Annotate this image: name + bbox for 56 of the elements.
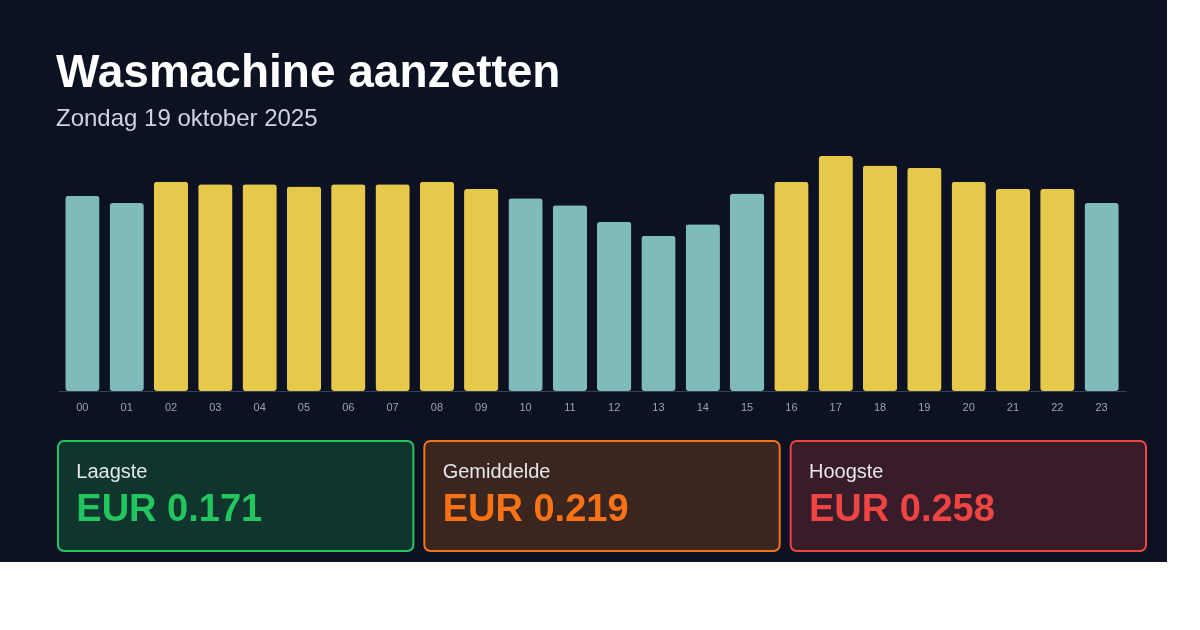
x-tick-label: 06	[342, 400, 355, 413]
text: EUR 0.258	[808, 487, 995, 530]
x-tick-label: 12	[608, 400, 621, 413]
x-tick-label: 08	[430, 400, 444, 413]
bar	[153, 181, 189, 391]
bar	[951, 181, 986, 391]
text: EUR 0.219	[442, 487, 629, 530]
x-tick-label: 23	[1095, 400, 1108, 413]
x-tick-label: 13	[652, 400, 665, 413]
bar	[331, 184, 366, 391]
x-tick-label: 10	[519, 400, 532, 413]
x-tick-label: 16	[785, 400, 798, 413]
x-tick-label: 21	[1006, 400, 1020, 413]
bar	[1084, 203, 1119, 391]
bar	[862, 165, 898, 391]
x-tick-label: 00	[76, 400, 89, 413]
text: EUR 0.171	[76, 487, 263, 530]
x-tick-label: 07	[386, 400, 399, 413]
x-tick-label: 05	[297, 400, 311, 413]
text: Laagste	[76, 459, 148, 482]
bar	[464, 188, 499, 391]
text: Gemiddelde	[442, 459, 551, 482]
bar	[818, 156, 853, 391]
bar	[508, 198, 543, 391]
x-tick-label: 09	[475, 400, 488, 413]
bar	[597, 221, 632, 391]
bar	[774, 181, 809, 391]
text: Hoogste	[808, 459, 884, 482]
x-tick-label: 17	[829, 400, 842, 413]
chart-subtitle: Zondag 19 oktober 2025	[56, 104, 318, 131]
bar	[1040, 188, 1075, 391]
bar	[641, 235, 676, 391]
x-tick-label: 22	[1051, 400, 1064, 413]
bar	[198, 184, 233, 391]
x-tick-label: 11	[564, 400, 576, 413]
bar	[907, 167, 942, 391]
x-tick-label: 03	[209, 400, 222, 413]
bar	[65, 195, 100, 391]
x-tick-label: 20	[962, 400, 975, 413]
x-tick-label: 01	[120, 400, 133, 413]
x-tick-label: 18	[873, 400, 887, 413]
x-tick-label: 04	[253, 400, 266, 413]
bar	[685, 224, 720, 391]
bar	[375, 184, 410, 391]
x-tick-label: 02	[164, 400, 178, 413]
x-tick-label: 14	[696, 400, 709, 413]
x-tick-label: 19	[918, 400, 931, 413]
bar	[552, 205, 587, 391]
bar	[109, 203, 144, 391]
chart-title: Wasmachine aanzetten	[56, 45, 561, 97]
bar	[419, 181, 455, 391]
x-tick-label: 15	[740, 400, 754, 413]
bar	[286, 186, 322, 391]
bar	[995, 188, 1031, 391]
bar	[242, 184, 277, 391]
bar	[729, 193, 765, 391]
